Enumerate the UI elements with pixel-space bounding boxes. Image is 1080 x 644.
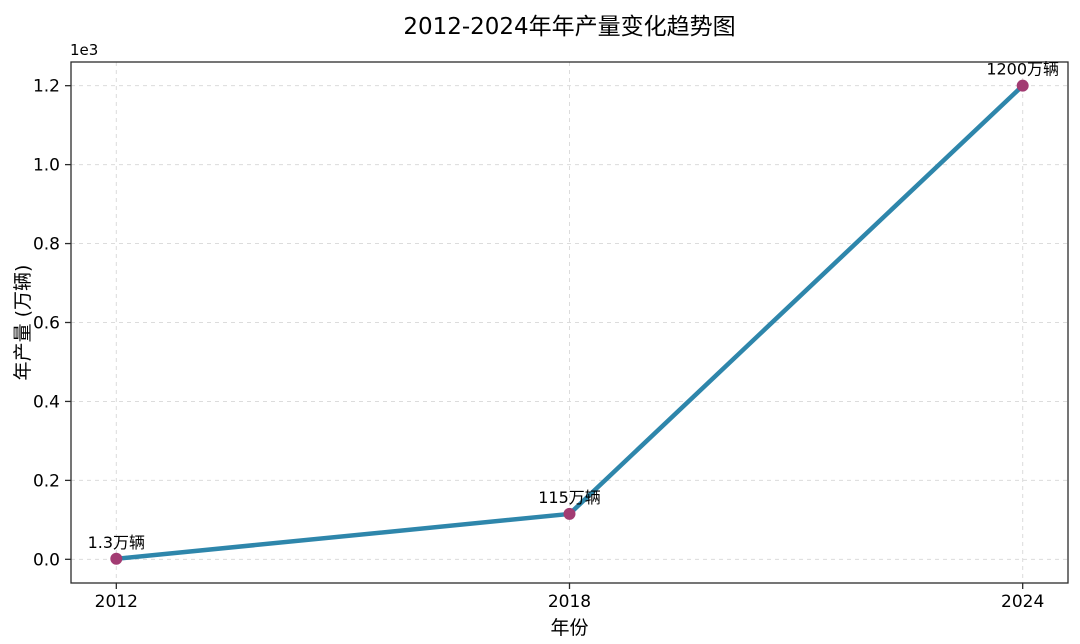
y-axis-label: 年产量 (万辆) — [12, 264, 34, 381]
data-point-marker — [110, 552, 123, 565]
data-point-marker — [1016, 79, 1029, 92]
x-tick-label: 2012 — [95, 592, 138, 612]
y-tick-label: 0.4 — [33, 392, 60, 412]
point-annotation: 1200万辆 — [986, 60, 1059, 79]
data-point-marker — [563, 507, 576, 520]
y-axis-offset-label: 1e3 — [70, 41, 99, 59]
x-tick-label: 2018 — [548, 592, 591, 612]
y-tick-label: 0.0 — [33, 550, 60, 570]
plot-border — [70, 61, 1069, 584]
x-tick-label: 2024 — [1001, 592, 1044, 612]
y-tick-label: 0.8 — [33, 235, 60, 255]
y-tick-label: 1.0 — [33, 156, 60, 176]
point-annotation: 115万辆 — [538, 488, 601, 507]
y-tick-label: 1.2 — [33, 77, 60, 97]
chart-title: 2012-2024年年产量变化趋势图 — [403, 14, 736, 40]
y-tick-label: 0.2 — [33, 471, 60, 491]
y-tick-label: 0.6 — [33, 314, 60, 334]
point-annotation: 1.3万辆 — [88, 533, 145, 552]
x-axis-label: 年份 — [550, 617, 589, 639]
